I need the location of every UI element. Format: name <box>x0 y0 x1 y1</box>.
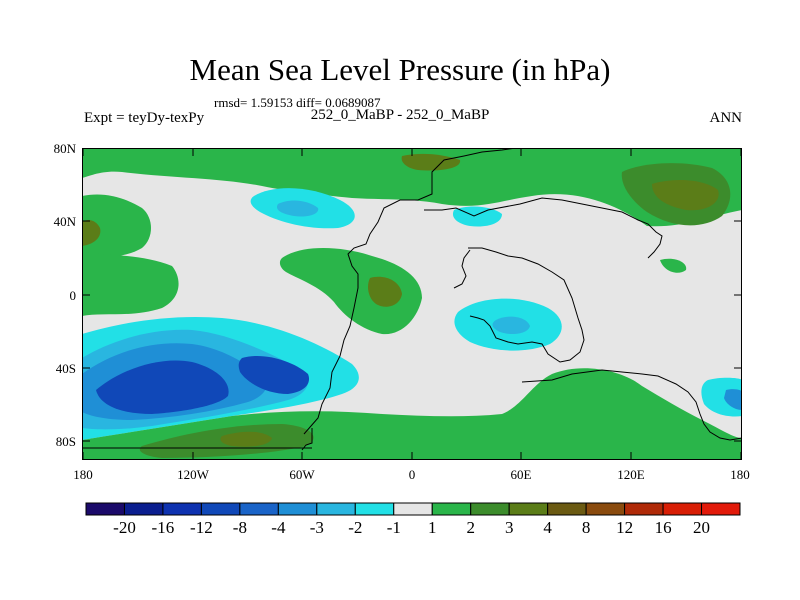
colorbar-label: -16 <box>151 518 175 537</box>
lon-label-180w: 180 <box>73 467 93 482</box>
colorbar-box <box>200 502 241 516</box>
colorbar-box <box>239 502 279 516</box>
coastline-mediterranean <box>453 249 471 289</box>
colorbar-label: 2 <box>466 518 475 537</box>
colorbar-box <box>701 502 741 516</box>
colorbar-label: -2 <box>348 518 363 537</box>
colorbar-box <box>354 502 395 516</box>
colorbar-label: -8 <box>232 518 247 537</box>
region-south-pacific-deep-east <box>238 355 310 394</box>
colorbar-label: 8 <box>581 518 591 537</box>
lat-label-40n: 40N <box>53 214 76 229</box>
colorbar-label: -3 <box>309 518 324 537</box>
colorbar-label: 1 <box>427 518 437 537</box>
comparison-label: 252_0_MaBP - 252_0_MaBP <box>310 107 490 123</box>
coastline-eurasia <box>424 197 663 259</box>
colorbar-box <box>624 502 664 516</box>
map-title: Mean Sea Level Pressure (in hPa) <box>189 52 611 87</box>
lon-label-120w: 120W <box>177 467 209 482</box>
colorbar-label: 20 <box>693 518 710 537</box>
region-asia-strong-positive <box>652 180 719 211</box>
colorbar-label: 3 <box>504 518 514 537</box>
lon-label-60w: 60W <box>289 467 315 482</box>
colorbar-box <box>393 502 433 516</box>
region-west-positive <box>82 194 151 257</box>
lon-label-120e: 120E <box>617 467 645 482</box>
colorbar-label: 4 <box>543 518 552 537</box>
experiment-label: Expt = teyDy-texPy <box>84 110 205 126</box>
region-southern-ocean-stronger <box>220 431 272 447</box>
colorbar-box <box>662 502 703 516</box>
region-west-strong-positive <box>82 220 101 246</box>
colorbar-box <box>547 502 587 516</box>
lon-label-180e: 180 <box>730 467 750 482</box>
rmsd-stats: rmsd= 1.59153 diff= 0.0689087 <box>214 95 381 110</box>
colorbar-label: 16 <box>654 518 672 537</box>
lat-label-80s: 80S <box>55 434 76 449</box>
region-south-pacific-deep <box>96 360 229 414</box>
colorbar-box <box>85 502 125 516</box>
colorbar-box <box>508 502 549 516</box>
pressure-map <box>82 148 742 460</box>
region-indian-ocean-lower <box>492 316 530 334</box>
lat-label-40s: 40S <box>55 361 76 376</box>
colorbar-box <box>277 502 318 516</box>
region-southwest-pacific-lower <box>724 389 742 410</box>
region-indian-positive <box>660 258 687 273</box>
colorbar-label: -20 <box>113 518 136 537</box>
region-south-america-strong <box>368 276 402 307</box>
season-label: ANN <box>709 110 743 126</box>
colorbar-label: -1 <box>386 518 401 537</box>
coastline-australia <box>521 369 742 441</box>
colorbar-label: -4 <box>271 518 286 537</box>
region-north-positive <box>82 148 742 227</box>
region-south-america-positive <box>279 248 422 335</box>
colorbar-box <box>162 502 202 516</box>
axis-ticks <box>82 148 742 460</box>
colorbar-box <box>123 502 164 516</box>
region-arctic-strong-positive <box>401 153 461 171</box>
coastline-africa <box>468 247 585 363</box>
lat-label-0: 0 <box>69 288 77 303</box>
region-north-pacific-lower <box>276 200 319 217</box>
region-west-low-positive <box>82 252 179 316</box>
colorbar-label: -12 <box>190 518 213 537</box>
lat-label-80n: 80N <box>53 141 76 156</box>
colorbar-label: 12 <box>616 518 634 537</box>
colorbar-box <box>316 502 356 516</box>
region-europe-low <box>452 206 502 227</box>
lon-label-60e: 60E <box>510 467 532 482</box>
colorbar-box <box>470 502 510 516</box>
colorbar-box <box>585 502 626 516</box>
lon-label-0: 0 <box>408 467 416 482</box>
colorbar <box>85 502 741 516</box>
colorbar-box <box>431 502 472 516</box>
